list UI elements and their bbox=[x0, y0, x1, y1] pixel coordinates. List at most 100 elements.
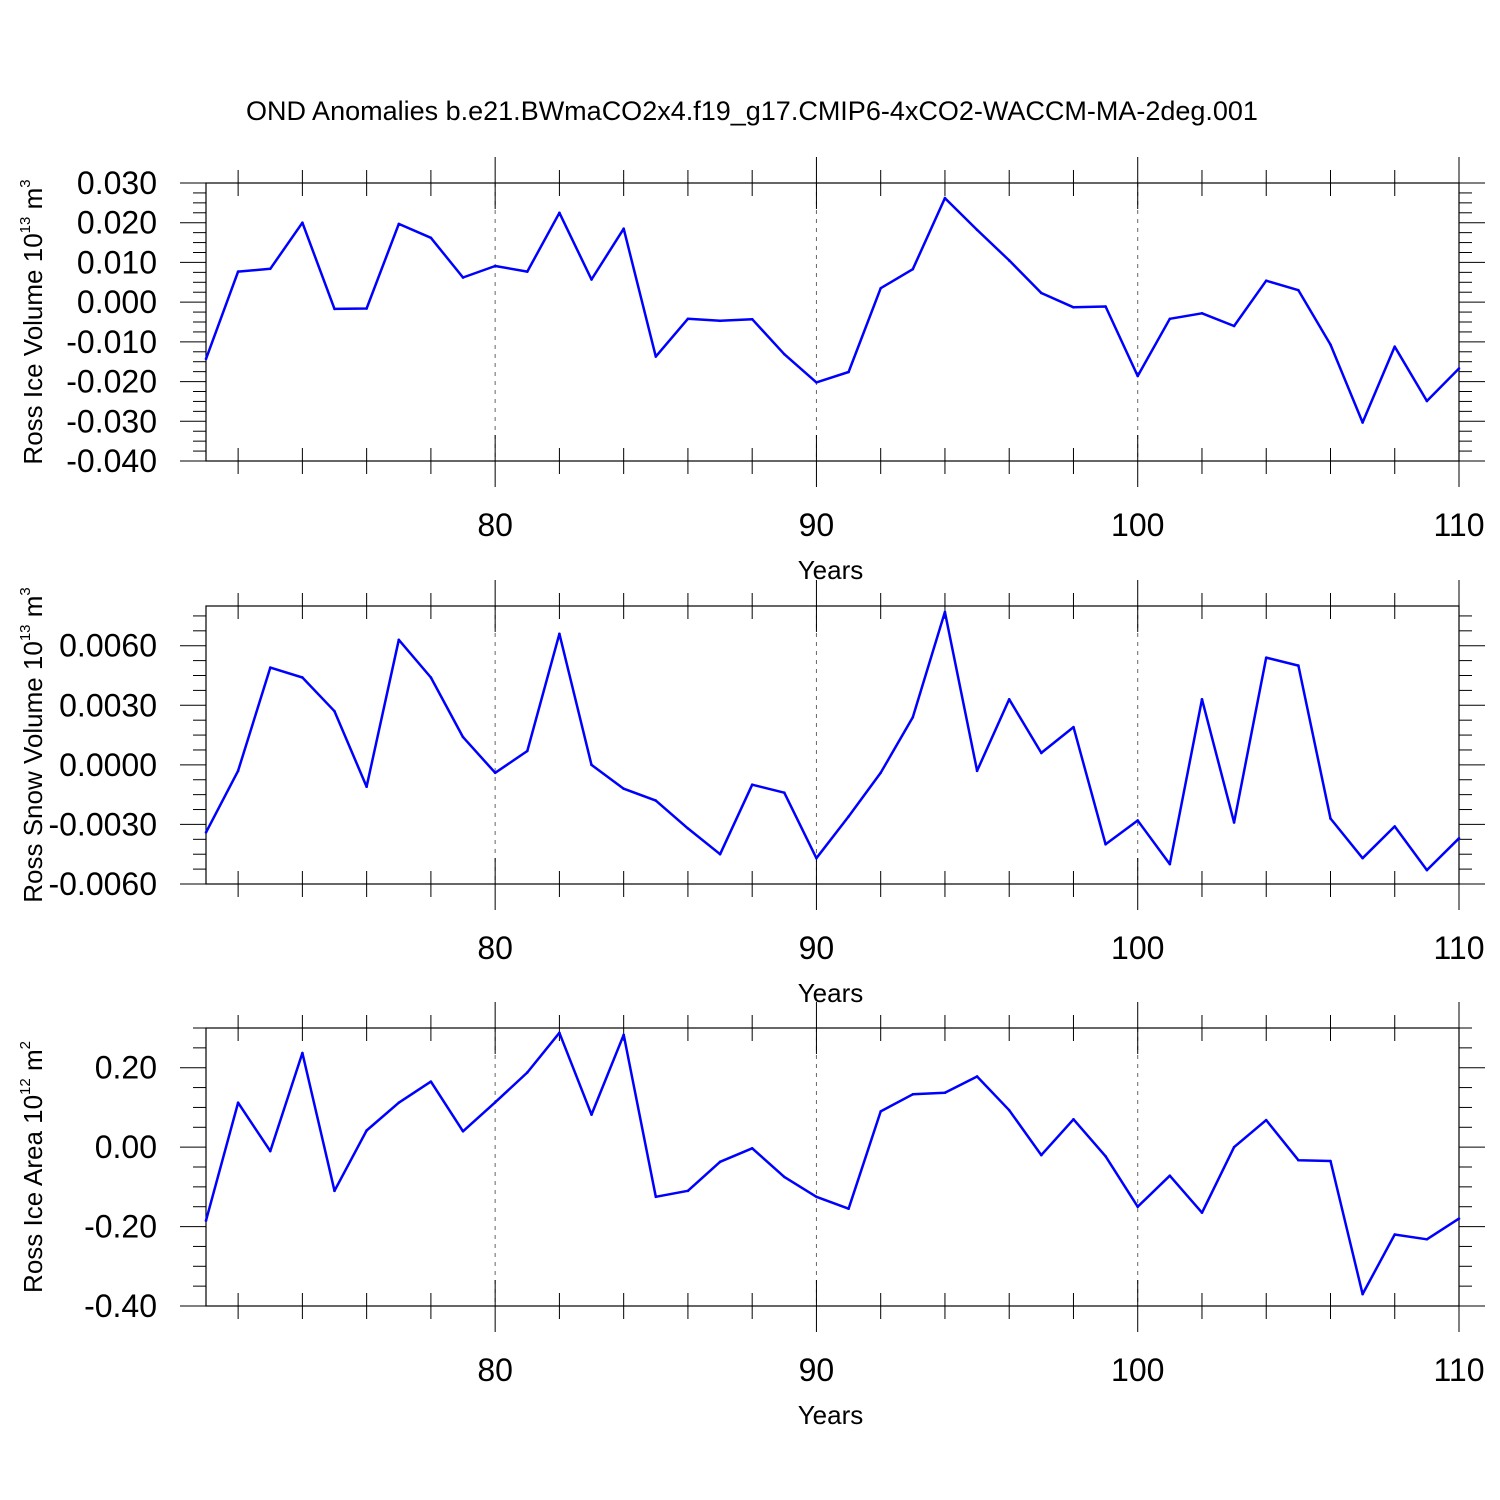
data-point bbox=[429, 236, 433, 240]
y-axis-label-ylabel: Ross Ice Area 10 bbox=[18, 1095, 48, 1293]
data-point bbox=[525, 749, 529, 753]
data-point bbox=[943, 196, 947, 200]
data-point bbox=[1104, 842, 1107, 846]
data-point bbox=[333, 709, 336, 713]
y-tick-label: 0.20 bbox=[95, 1050, 157, 1086]
data-point bbox=[879, 286, 882, 290]
data-point bbox=[815, 381, 818, 384]
data-point bbox=[718, 319, 722, 323]
data-point bbox=[750, 317, 754, 321]
data-point bbox=[943, 1091, 947, 1095]
data-point bbox=[1200, 698, 1204, 701]
y-axis-label-ylabel-exp: 13 bbox=[17, 217, 34, 234]
data-point bbox=[558, 211, 561, 215]
data-point bbox=[1264, 1118, 1268, 1122]
data-point bbox=[1072, 306, 1075, 309]
data-point bbox=[847, 370, 850, 374]
series-line bbox=[204, 1031, 1460, 1296]
data-point bbox=[493, 1100, 497, 1104]
data-point bbox=[1040, 1153, 1043, 1157]
data-point bbox=[1297, 664, 1300, 667]
data-point bbox=[1232, 1145, 1236, 1149]
data-point bbox=[911, 715, 915, 719]
data-point bbox=[333, 307, 336, 311]
data-point bbox=[622, 1033, 625, 1037]
data-point bbox=[1425, 1237, 1429, 1241]
data-point bbox=[879, 771, 882, 775]
data-point bbox=[429, 1080, 433, 1083]
data-point bbox=[1200, 1211, 1204, 1214]
data-point bbox=[1136, 819, 1140, 822]
data-point bbox=[397, 1101, 401, 1104]
x-tick-label: 80 bbox=[477, 507, 513, 543]
data-point bbox=[558, 632, 561, 636]
data-point bbox=[654, 1195, 658, 1199]
data-point bbox=[590, 763, 593, 767]
data-point bbox=[236, 1101, 240, 1104]
y-tick-label: -0.0060 bbox=[48, 866, 157, 902]
data-point bbox=[236, 270, 240, 273]
data-point bbox=[525, 1071, 529, 1074]
y-axis-label: Ross Ice Area 1012 m2 bbox=[17, 1041, 48, 1293]
data-point bbox=[1457, 837, 1461, 840]
data-point bbox=[1007, 259, 1011, 262]
x-tick-label: 100 bbox=[1111, 507, 1164, 543]
data-point bbox=[750, 783, 754, 787]
data-point bbox=[493, 264, 497, 268]
y-axis-label-ylabel-unit: m bbox=[18, 188, 48, 217]
data-point bbox=[1040, 751, 1043, 755]
y-tick-label: 0.00 bbox=[95, 1129, 157, 1165]
data-point bbox=[461, 1129, 465, 1133]
data-point bbox=[365, 1129, 368, 1132]
data-point bbox=[1168, 862, 1172, 866]
y-axis-label-ylabel: Ross Ice Volume 10 bbox=[18, 233, 48, 464]
y-axis-label-ylabel-unit: m bbox=[18, 596, 48, 625]
data-point bbox=[1425, 868, 1429, 872]
y-tick-label: 0.020 bbox=[77, 205, 157, 241]
data-point bbox=[204, 1219, 208, 1222]
series-line bbox=[204, 610, 1460, 872]
data-point bbox=[1361, 421, 1364, 424]
x-tick-label: 90 bbox=[799, 930, 835, 966]
x-tick-label: 100 bbox=[1111, 930, 1164, 966]
data-point bbox=[622, 787, 625, 790]
data-point bbox=[1393, 825, 1397, 828]
data-point bbox=[236, 769, 240, 773]
panel-3: 0.20 0.00 -0.20 -0.40 80 90 100 110 Years Ross Ic… bbox=[17, 1002, 1485, 1430]
data-point bbox=[783, 791, 786, 794]
data-point bbox=[975, 769, 979, 773]
y-tick-label: 0.0030 bbox=[59, 687, 157, 723]
data-point bbox=[525, 270, 529, 273]
data-point bbox=[1329, 343, 1332, 346]
y-tick-label: -0.0030 bbox=[48, 806, 157, 842]
x-axis-label: Years bbox=[798, 555, 864, 585]
x-tick-label: 80 bbox=[477, 930, 513, 966]
data-point bbox=[1232, 324, 1236, 328]
figure-title: OND Anomalies b.e21.BWmaCO2x4.f19_g17.CM… bbox=[246, 96, 1258, 126]
data-point bbox=[718, 1160, 722, 1164]
data-point bbox=[493, 771, 497, 775]
data-point bbox=[1104, 1154, 1107, 1158]
x-tick-label: 100 bbox=[1111, 1352, 1164, 1388]
y-axis-label-ylabel-unit: m bbox=[18, 1049, 48, 1078]
y-tick-label: -0.20 bbox=[84, 1209, 157, 1245]
data-point bbox=[686, 317, 690, 321]
data-point bbox=[461, 276, 465, 279]
y-axis-label-ylabel-unit-exp: 3 bbox=[17, 587, 34, 595]
y-axis-label: Ross Ice Volume 1013 m3 bbox=[17, 179, 48, 464]
data-point bbox=[943, 610, 947, 614]
y-tick-label: -0.030 bbox=[66, 403, 157, 439]
data-point bbox=[1040, 291, 1043, 295]
data-point bbox=[815, 856, 818, 860]
data-point bbox=[1264, 279, 1268, 282]
y-tick-label: 0.030 bbox=[77, 165, 157, 201]
data-point bbox=[718, 852, 722, 856]
data-point bbox=[1264, 656, 1268, 659]
data-point bbox=[590, 1113, 593, 1116]
x-tick-label: 110 bbox=[1433, 507, 1484, 543]
y-axis-label-ylabel-unit-exp: 3 bbox=[17, 179, 34, 187]
data-point bbox=[750, 1147, 754, 1150]
data-point bbox=[1168, 317, 1172, 321]
data-point bbox=[911, 1093, 915, 1096]
